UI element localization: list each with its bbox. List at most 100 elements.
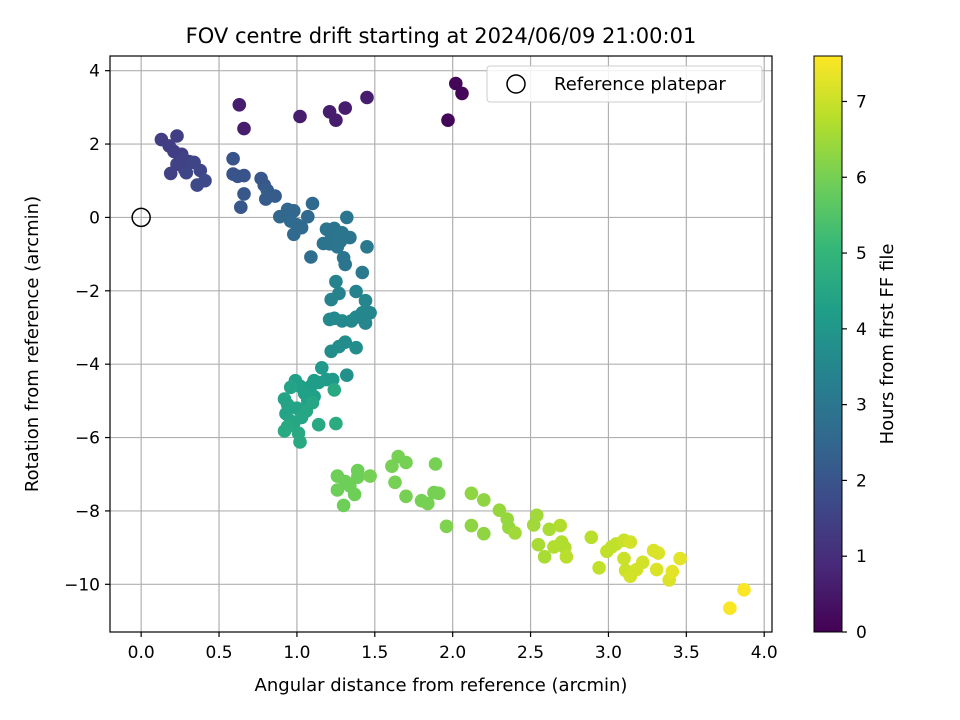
y-tick-label: 2 [89, 135, 100, 155]
data-point [673, 551, 687, 566]
data-point [163, 166, 178, 181]
data-point [358, 293, 373, 308]
data-point [355, 265, 370, 280]
data-point [338, 257, 353, 272]
data-point [665, 564, 680, 579]
chart-title: FOV centre drift starting at 2024/06/09 … [186, 24, 697, 48]
y-tick-label: −10 [64, 575, 100, 595]
colorbar-tick-label: 2 [856, 471, 867, 491]
data-point [304, 250, 318, 264]
data-point [592, 561, 606, 575]
data-point [492, 503, 507, 517]
data-point [350, 470, 365, 485]
data-point [349, 284, 363, 299]
data-point [293, 435, 307, 449]
data-point [649, 562, 664, 577]
data-point [237, 187, 251, 201]
x-tick-label: 3.5 [673, 643, 700, 663]
colorbar-tick-label: 1 [856, 547, 867, 567]
colorbar-tick-label: 4 [856, 320, 867, 340]
colorbar-tick-label: 6 [856, 168, 867, 188]
legend: Reference platepar [486, 65, 763, 103]
y-tick-label: 0 [89, 208, 100, 228]
data-point [232, 98, 247, 112]
data-point [531, 537, 546, 552]
y-tick-label: 4 [89, 62, 100, 82]
data-point [237, 168, 251, 183]
colorbar-label: Hours from first FF file [877, 244, 898, 445]
data-point [349, 340, 363, 355]
x-tick-label: 0.5 [206, 643, 233, 663]
data-point [385, 459, 399, 474]
data-point [388, 475, 402, 490]
data-point [287, 204, 301, 218]
data-point [237, 121, 251, 136]
data-point [305, 395, 320, 410]
data-point [428, 457, 443, 471]
y-axis-ticks: 4 2 0 −2 −4 −6 −8 −10 [64, 62, 110, 595]
y-tick-label: −4 [75, 355, 100, 375]
data-point [431, 486, 446, 501]
data-point [268, 189, 282, 203]
data-point [335, 314, 349, 328]
reference-marker-layer [131, 207, 151, 228]
data-point [198, 173, 212, 188]
data-point [176, 151, 190, 166]
data-point [399, 455, 413, 470]
data-point [332, 286, 346, 301]
data-point [737, 583, 751, 597]
x-tick-label: 2.0 [439, 643, 466, 663]
data-point [464, 486, 479, 501]
x-tick-label: 2.5 [517, 643, 544, 663]
data-point [340, 368, 354, 383]
y-axis-label: Rotation from reference (arcmin) [22, 196, 43, 492]
data-point [363, 469, 377, 483]
data-point [542, 522, 557, 537]
colorbar-tick-label: 3 [856, 396, 867, 416]
data-point [651, 546, 666, 560]
data-point [344, 314, 359, 328]
y-tick-label: −2 [75, 282, 100, 302]
data-point [340, 210, 354, 225]
legend-reference-marker [506, 74, 526, 94]
data-point [311, 417, 326, 432]
data-point [439, 519, 454, 534]
data-point [360, 90, 374, 105]
data-point [324, 344, 339, 359]
data-point [723, 601, 737, 615]
data-point [329, 113, 343, 127]
reference-platepar-marker [131, 207, 151, 228]
data-point [329, 274, 343, 289]
data-point [294, 220, 309, 235]
data-point [234, 200, 248, 214]
data-point [441, 113, 455, 127]
data-point [449, 76, 463, 91]
data-point [315, 361, 329, 375]
data-point [343, 230, 357, 245]
data-point [325, 372, 340, 387]
legend-entry-label: Reference platepar [554, 74, 726, 95]
data-point [530, 508, 544, 523]
legend-box [486, 65, 763, 103]
x-tick-label: 1.5 [361, 643, 388, 663]
data-point [338, 101, 353, 115]
data-point [347, 487, 362, 502]
data-point [280, 419, 295, 434]
data-point [635, 555, 650, 570]
data-point [421, 496, 435, 511]
data-point [336, 498, 351, 513]
data-point [305, 196, 320, 211]
data-point [455, 86, 469, 101]
data-point [311, 375, 326, 390]
data-point [170, 129, 184, 143]
data-point [553, 518, 567, 533]
data-point [226, 151, 240, 166]
data-point [329, 416, 343, 431]
x-tick-label: 0.0 [128, 643, 155, 663]
data-point [193, 163, 208, 178]
colorbar: 0 1 2 3 4 5 6 7 Hours from first FF file [813, 55, 898, 643]
data-point [584, 530, 599, 545]
y-tick-label: −8 [75, 502, 100, 522]
x-tick-label: 3.0 [595, 643, 622, 663]
data-point [327, 383, 342, 397]
